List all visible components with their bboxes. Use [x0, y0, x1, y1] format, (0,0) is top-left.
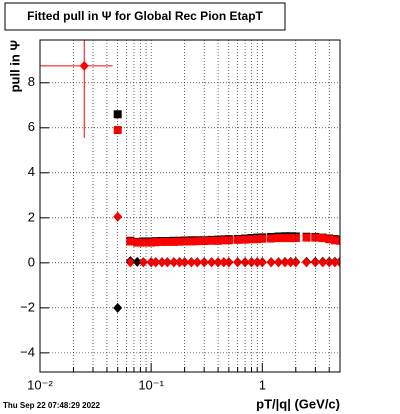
frame: [39, 39, 341, 373]
y-tick-label: 2: [28, 209, 35, 224]
diamond-marker: [125, 257, 135, 268]
square-marker: [163, 237, 172, 246]
diamond-marker: [151, 257, 161, 268]
x-tick-label: 10⁻²: [27, 377, 53, 392]
square-marker: [175, 237, 184, 246]
diamond-marker: [162, 257, 172, 268]
x-axis-label: pT/|q| (GeV/c): [256, 396, 340, 411]
square-marker: [325, 235, 334, 244]
diamond-marker: [330, 257, 340, 268]
diamond-marker: [138, 257, 148, 268]
diamond-marker: [192, 257, 202, 268]
timestamp: Thu Sep 22 07:48:29 2022: [3, 401, 100, 410]
square-marker: [253, 235, 262, 244]
y-tick-label: 4: [28, 164, 35, 179]
diamond-marker: [286, 257, 296, 268]
square-marker: [311, 233, 320, 242]
title-box: [4, 2, 286, 31]
square-marker: [247, 235, 256, 244]
diamond-marker: [79, 60, 89, 71]
y-tick-label: 8: [28, 74, 35, 89]
diamond-marker: [219, 257, 229, 268]
x-tick-label: 1: [259, 377, 266, 392]
chart-title: Fitted pull in Ψ for Global Rec Pion Eta…: [27, 9, 263, 23]
square-marker: [286, 234, 295, 243]
square-marker: [318, 234, 327, 243]
square-marker: [267, 234, 276, 243]
square-marker: [214, 236, 223, 245]
diamond-marker: [207, 257, 217, 268]
plot-area: [40, 40, 340, 313]
square-marker: [126, 237, 135, 246]
diamond-marker: [132, 256, 142, 267]
square-marker: [233, 235, 242, 244]
y-tick-label: 0: [28, 254, 35, 269]
y-tick-label: −4: [20, 344, 35, 359]
square-marker: [330, 236, 339, 245]
x-tick-label: 10⁻¹: [138, 377, 164, 392]
diamond-marker: [280, 257, 290, 268]
diamond-marker: [274, 257, 284, 268]
diamond-marker: [318, 257, 328, 268]
data-layer: [40, 40, 340, 313]
square-marker: [113, 110, 122, 119]
diamond-marker: [157, 257, 167, 268]
diamond-marker: [302, 257, 312, 268]
diamond-marker: [186, 257, 196, 268]
square-marker: [133, 238, 142, 247]
square-marker: [151, 238, 160, 247]
diamond-marker: [335, 257, 340, 268]
y-axis-label: pull in Ψ: [7, 40, 22, 92]
y-tick-label: 6: [28, 119, 35, 134]
square-marker: [280, 234, 289, 243]
square-marker: [187, 237, 196, 246]
square-marker: [207, 236, 216, 245]
square-marker: [241, 235, 250, 244]
square-marker: [139, 238, 148, 247]
square-marker: [157, 237, 166, 246]
diamond-marker: [113, 211, 123, 222]
square-marker: [193, 237, 202, 246]
square-marker: [336, 236, 340, 245]
diamond-marker: [175, 257, 185, 268]
square-marker: [169, 237, 178, 246]
diamond-marker: [169, 257, 179, 268]
diamond-marker: [266, 257, 276, 268]
square-marker: [147, 238, 156, 247]
y-tick-label: −2: [20, 299, 35, 314]
square-marker: [274, 234, 283, 243]
square-marker: [219, 236, 228, 245]
square-marker: [302, 233, 311, 242]
square-marker: [224, 236, 233, 245]
